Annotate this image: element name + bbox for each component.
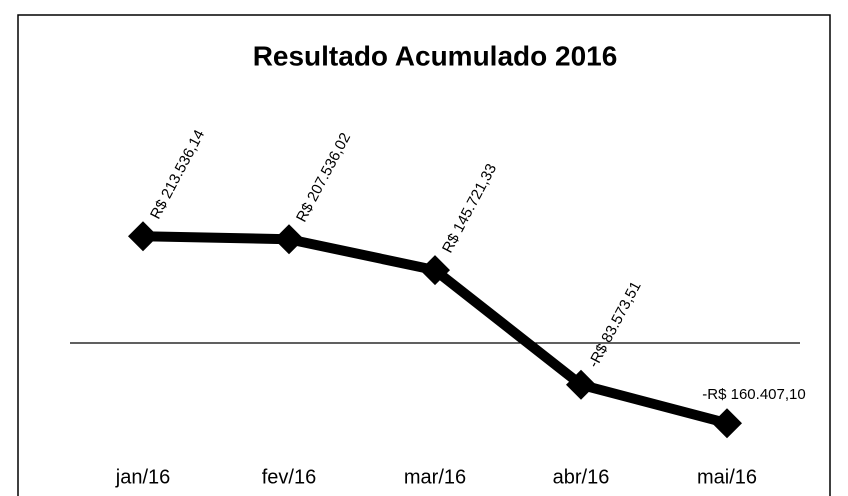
x-tick-label: jan/16	[115, 466, 171, 488]
x-tick-label: fev/16	[262, 466, 316, 488]
point-marker	[420, 255, 450, 286]
chart-frame	[17, 14, 831, 496]
point-marker	[128, 221, 158, 252]
point-marker	[712, 408, 742, 439]
point-marker	[566, 369, 596, 400]
point-marker	[274, 224, 304, 255]
chart-title: Resultado Acumulado 2016	[253, 40, 618, 71]
data-label: -R$ 160.407,10	[702, 386, 805, 403]
x-tick-label: mar/16	[404, 466, 466, 488]
x-tick-label: mai/16	[697, 466, 757, 488]
x-tick-label: abr/16	[553, 466, 610, 488]
